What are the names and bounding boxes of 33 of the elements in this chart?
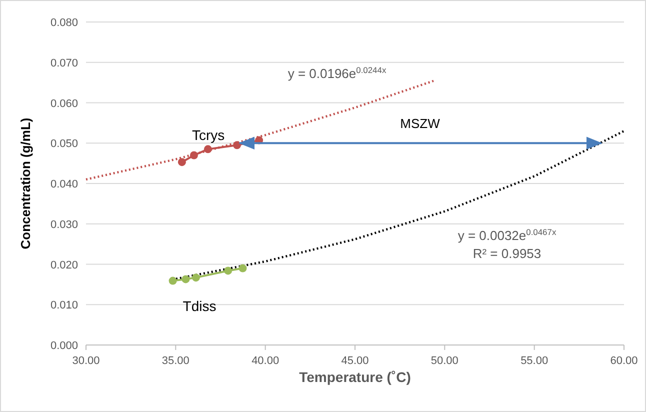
annotation: y = 0.0032e$^{0.0467x}$ — [458, 227, 557, 243]
y-tick-label: 0.060 — [50, 98, 78, 110]
series-label: Tdiss — [182, 298, 216, 314]
point — [178, 158, 186, 166]
annotation: y = 0.0196e$^{0.0244x}$ — [288, 65, 387, 81]
x-tick-label: 60.00 — [610, 355, 638, 367]
annotation: R² = 0.9953 — [472, 246, 542, 261]
y-tick-label: 0.080 — [50, 17, 78, 29]
y-tick-label: 0.030 — [50, 218, 78, 231]
x-tick-label: 40.00 — [252, 355, 280, 367]
point — [233, 141, 241, 150]
x-tick-label: 50.00 — [430, 355, 458, 367]
y-tick-label: 0.050 — [50, 138, 78, 150]
point — [182, 275, 190, 284]
point — [190, 151, 198, 160]
y-axis-title: Concentration (g/mL) — [18, 118, 33, 250]
x-axis-title: Temperature (˚C) — [299, 369, 411, 385]
point — [168, 276, 177, 285]
series-label: Tcrys — [192, 127, 225, 144]
x-tick-label: 45.00 — [341, 355, 369, 367]
annotation: MSZW — [400, 116, 441, 131]
point — [192, 274, 200, 282]
point — [224, 266, 232, 275]
point — [204, 145, 212, 154]
y-tick-label: 0.070 — [50, 57, 78, 70]
y-tick-label: 0.040 — [50, 178, 78, 190]
x-tick-label: 30.00 — [72, 355, 100, 367]
x-tick-label: 55.00 — [520, 355, 548, 367]
y-tick-label: 0.020 — [50, 259, 78, 272]
x-tick-label: 35.00 — [162, 355, 190, 367]
y-tick-label: 0.000 — [50, 340, 78, 352]
point — [238, 264, 247, 272]
y-tick-label: 0.010 — [50, 300, 78, 312]
